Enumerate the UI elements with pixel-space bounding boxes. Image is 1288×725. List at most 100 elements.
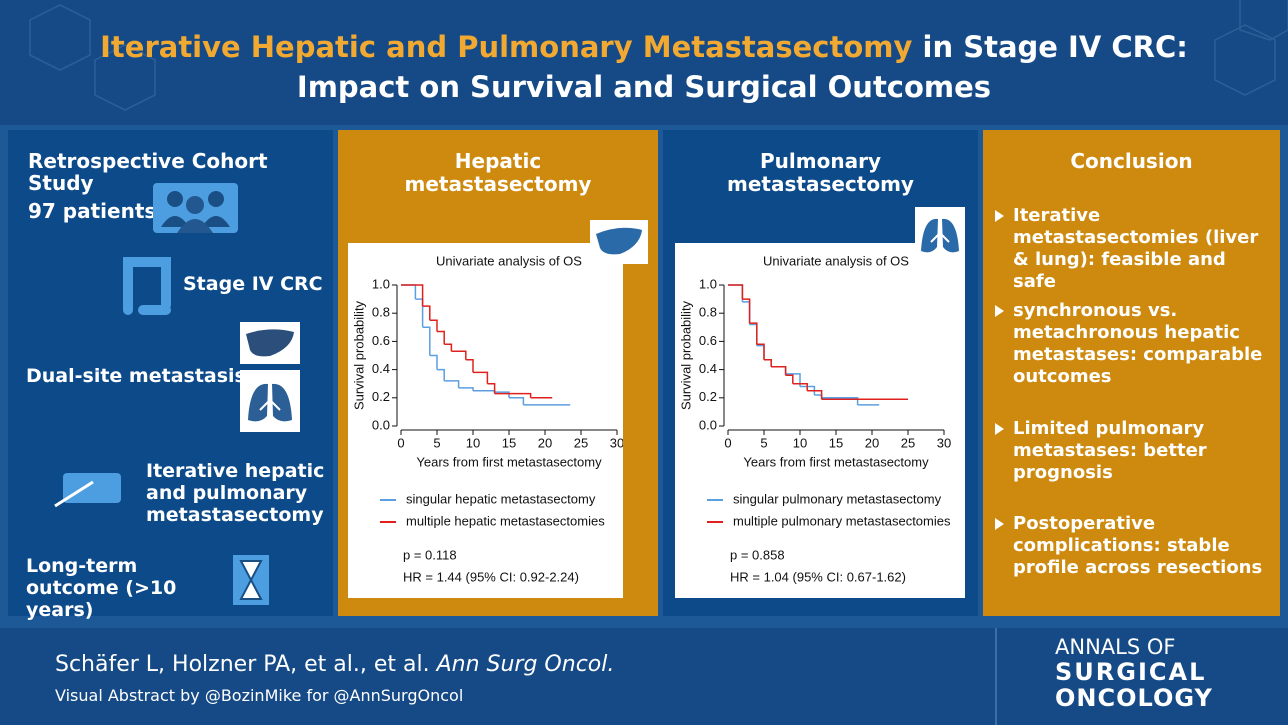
liver-icon bbox=[590, 220, 648, 264]
km-step bbox=[430, 320, 437, 331]
dual-site: Dual-site metastasis bbox=[26, 365, 246, 387]
conclusion-heading: Conclusion bbox=[983, 150, 1280, 173]
x-tick-label: 15 bbox=[502, 435, 516, 450]
y-tick-label: 0.6 bbox=[372, 333, 390, 348]
y-tick-label: 0.4 bbox=[699, 361, 717, 376]
conclusion-point: Limited pulmonary metastases: better pro… bbox=[1013, 418, 1268, 484]
km-step bbox=[459, 388, 473, 391]
y-tick-label: 1.0 bbox=[372, 276, 390, 291]
x-tick-label: 10 bbox=[466, 435, 480, 450]
y-tick-label: 0.8 bbox=[699, 305, 717, 320]
km-step bbox=[451, 351, 465, 359]
stage: Stage IV CRC bbox=[183, 273, 323, 295]
credit: Visual Abstract by @BozinMike for @AnnSu… bbox=[55, 686, 463, 705]
x-axis-label: Years from first metastasectomy bbox=[416, 454, 602, 469]
km-step bbox=[423, 327, 430, 355]
y-tick-label: 0.6 bbox=[699, 333, 717, 348]
title-line-2: Impact on Survival and Surgical Outcomes bbox=[0, 70, 1288, 104]
legend-label: multiple pulmonary metastasectomies bbox=[733, 513, 951, 528]
colon-icon bbox=[118, 250, 176, 320]
title-highlight: Iterative Hepatic and Pulmonary Metastas… bbox=[100, 30, 912, 64]
x-tick-label: 25 bbox=[901, 435, 915, 450]
y-tick-label: 0.2 bbox=[372, 389, 390, 404]
km-step bbox=[786, 375, 793, 383]
km-step bbox=[742, 302, 749, 325]
km-step bbox=[742, 299, 749, 323]
x-tick-label: 25 bbox=[574, 435, 588, 450]
lungs-icon bbox=[240, 370, 300, 432]
logo-line: ANNALS OF bbox=[1055, 636, 1175, 658]
km-step bbox=[771, 367, 785, 375]
km-step bbox=[771, 367, 785, 374]
km-step bbox=[757, 344, 764, 360]
bullet bbox=[995, 210, 1004, 222]
km-step bbox=[735, 285, 742, 299]
km-step bbox=[473, 372, 487, 383]
visual-abstract: Iterative Hepatic and Pulmonary Metastas… bbox=[0, 0, 1288, 725]
footer: Schäfer L, Holzner PA, et al., et al. An… bbox=[0, 628, 1288, 725]
km-step bbox=[444, 344, 451, 351]
bullet bbox=[995, 423, 1004, 435]
journal: Ann Surg Oncol. bbox=[437, 652, 615, 677]
km-step bbox=[487, 384, 494, 394]
y-axis-label: Survival probability bbox=[351, 300, 366, 410]
hepatic-heading: Hepatic metastasectomy bbox=[398, 150, 598, 196]
lungs-icon bbox=[915, 207, 965, 262]
pen-hand-icon bbox=[53, 468, 123, 508]
x-tick-label: 20 bbox=[538, 435, 552, 450]
km-step bbox=[430, 356, 437, 370]
y-tick-label: 0.0 bbox=[372, 417, 390, 432]
km-step bbox=[764, 360, 771, 367]
annotation: p = 0.858 bbox=[730, 547, 785, 562]
km-step bbox=[415, 299, 422, 327]
km-step bbox=[750, 324, 757, 345]
km-chart: Univariate analysis of OS0.00.20.40.60.8… bbox=[348, 243, 623, 598]
bullet bbox=[995, 305, 1004, 317]
chart-title: Univariate analysis of OS bbox=[436, 253, 582, 268]
annotation: HR = 1.04 (95% CI: 0.67-1.62) bbox=[730, 569, 906, 584]
km-step bbox=[523, 394, 530, 398]
km-step bbox=[764, 360, 771, 367]
km-step bbox=[437, 370, 444, 381]
km-step bbox=[509, 398, 523, 405]
annotation: p = 0.118 bbox=[403, 547, 457, 562]
annotation: HR = 1.44 (95% CI: 0.92-2.24) bbox=[403, 569, 579, 584]
x-tick-label: 10 bbox=[793, 435, 807, 450]
title-line-1: Iterative Hepatic and Pulmonary Metastas… bbox=[0, 30, 1288, 64]
legend-label: singular pulmonary metastasectomy bbox=[733, 491, 942, 506]
km-chart: Univariate analysis of OS0.00.20.40.60.8… bbox=[675, 243, 965, 598]
long-term: Long-term outcome (>10 years) bbox=[26, 555, 236, 621]
x-tick-label: 20 bbox=[865, 435, 879, 450]
km-step bbox=[473, 391, 495, 392]
conclusion-panel: Conclusion Iterative metastasectomies (l… bbox=[983, 130, 1280, 616]
km-step bbox=[408, 285, 415, 299]
iterative: Iterative hepatic and pulmonary metastas… bbox=[146, 460, 326, 526]
x-tick-label: 0 bbox=[724, 435, 731, 450]
y-tick-label: 1.0 bbox=[699, 276, 717, 291]
x-axis-label: Years from first metastasectomy bbox=[743, 454, 929, 469]
liver-icon bbox=[240, 322, 300, 364]
header: Iterative Hepatic and Pulmonary Metastas… bbox=[0, 0, 1288, 125]
patients: 97 patients bbox=[28, 200, 156, 222]
pulmonary-chart-box: Univariate analysis of OS0.00.20.40.60.8… bbox=[675, 243, 965, 598]
x-tick-label: 15 bbox=[829, 435, 843, 450]
legend-label: multiple hepatic metastasectomies bbox=[406, 513, 605, 528]
km-step bbox=[444, 381, 458, 388]
authors: Schäfer L, Holzner PA, et al., et al. bbox=[55, 652, 430, 677]
km-step bbox=[735, 285, 742, 302]
logo-line: SURGICAL bbox=[1055, 659, 1206, 685]
km-step bbox=[412, 285, 423, 306]
legend-label: singular hepatic metastasectomy bbox=[406, 491, 596, 506]
km-step bbox=[437, 332, 444, 345]
x-tick-label: 5 bbox=[760, 435, 767, 450]
y-axis-label: Survival probability bbox=[678, 300, 693, 410]
hourglass-icon bbox=[233, 555, 269, 605]
cohort-panel: Retrospective Cohort Study 97 patients S… bbox=[8, 130, 333, 616]
y-tick-label: 0.4 bbox=[372, 361, 390, 376]
chart-title: Univariate analysis of OS bbox=[763, 253, 909, 268]
title-rest: in Stage IV CRC: bbox=[923, 30, 1188, 64]
conclusion-point: synchronous vs. metachronous hepatic met… bbox=[1013, 300, 1268, 388]
pulmonary-heading: Pulmonary metastasectomy bbox=[718, 150, 923, 196]
conclusion-point: Postoperative complications: stable prof… bbox=[1013, 513, 1268, 579]
divider bbox=[995, 628, 997, 725]
